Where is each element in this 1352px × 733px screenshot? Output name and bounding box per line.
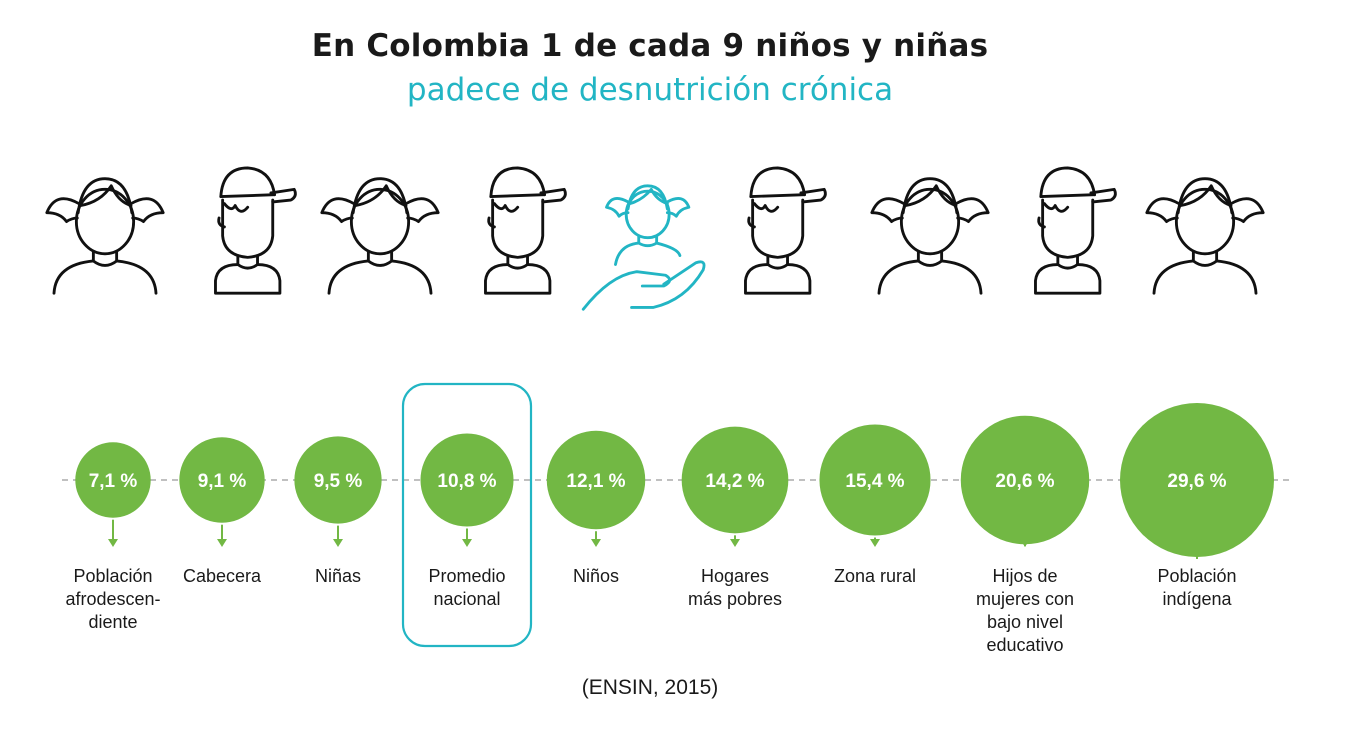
arrow-head [591, 539, 601, 547]
data-point: 10,8 % Promedio nacional [401, 382, 533, 648]
value-label: 9,5 % [314, 471, 363, 492]
value-label: 29,6 % [1167, 471, 1226, 492]
boy-cap-icon [1034, 166, 1117, 295]
arrow-head [108, 539, 118, 547]
page-subtitle: padece de desnutrición crónica [406, 72, 894, 108]
boy-cap-icon [744, 166, 827, 295]
value-label: 7,1 % [89, 471, 138, 492]
value-label: 20,6 % [995, 471, 1054, 492]
value-label: 12,1 % [566, 471, 625, 492]
category-label: Promedio nacional [428, 566, 505, 609]
bubble [420, 433, 514, 527]
bubble [1120, 403, 1274, 557]
arrow-head [462, 539, 472, 547]
girl-hand-icon [581, 184, 706, 311]
girl-icon [45, 177, 165, 295]
arrow-head [1020, 539, 1030, 547]
bubble [75, 442, 151, 518]
girl-icon [870, 177, 990, 295]
data-point: 20,6 % Hijos de mujeres con bajo nivel educa… [960, 415, 1090, 655]
value-label: 15,4 % [845, 471, 904, 492]
data-point: 15,4 % Zona rural [819, 424, 931, 586]
girl-icon [1145, 177, 1265, 295]
arrow-head [333, 539, 343, 547]
data-point: 29,6 % Población indígena [1120, 403, 1274, 609]
bubble [819, 424, 931, 536]
highlight-frame [401, 382, 533, 648]
boy-cap-icon [484, 166, 567, 295]
value-label: 10,8 % [437, 471, 496, 492]
category-label: Población afrodescen-diente [65, 566, 160, 632]
value-label: 14,2 % [705, 471, 764, 492]
bubble [546, 430, 646, 530]
figures-row [0, 140, 1352, 340]
page-title: En Colombia 1 de cada 9 niños y niñas [311, 28, 989, 64]
category-label: Zona rural [834, 566, 916, 586]
category-label: Cabecera [183, 566, 262, 586]
data-point: 12,1 % Niños [546, 430, 646, 586]
data-point: 9,1 % Cabecera [179, 437, 265, 586]
arrow-head [217, 539, 227, 547]
girl-icon [320, 177, 440, 295]
category-label: Niñas [315, 566, 361, 586]
bubble [179, 437, 265, 523]
category-label: Hogares más pobres [688, 566, 782, 609]
category-label: Población indígena [1157, 566, 1236, 609]
source-note: (ENSIN, 2015) [581, 676, 719, 699]
bubble [294, 436, 382, 524]
arrow-head [1192, 539, 1202, 547]
bubble-chart: 7,1 % Población afrodescen-diente 9,1 % Cabe… [62, 382, 1290, 655]
bubble [681, 426, 789, 534]
value-label: 9,1 % [198, 471, 247, 492]
data-point: 9,5 % Niñas [294, 436, 382, 586]
boy-cap-icon [214, 166, 297, 295]
data-point: 7,1 % Población afrodescen-diente [65, 442, 161, 632]
arrow-head [730, 539, 740, 547]
bubble [960, 415, 1090, 545]
data-point: 14,2 % Hogares más pobres [681, 426, 789, 609]
category-label: Hijos de mujeres con bajo nivel educativo [976, 566, 1074, 655]
category-label: Niños [573, 566, 619, 586]
arrow-head [870, 539, 880, 547]
